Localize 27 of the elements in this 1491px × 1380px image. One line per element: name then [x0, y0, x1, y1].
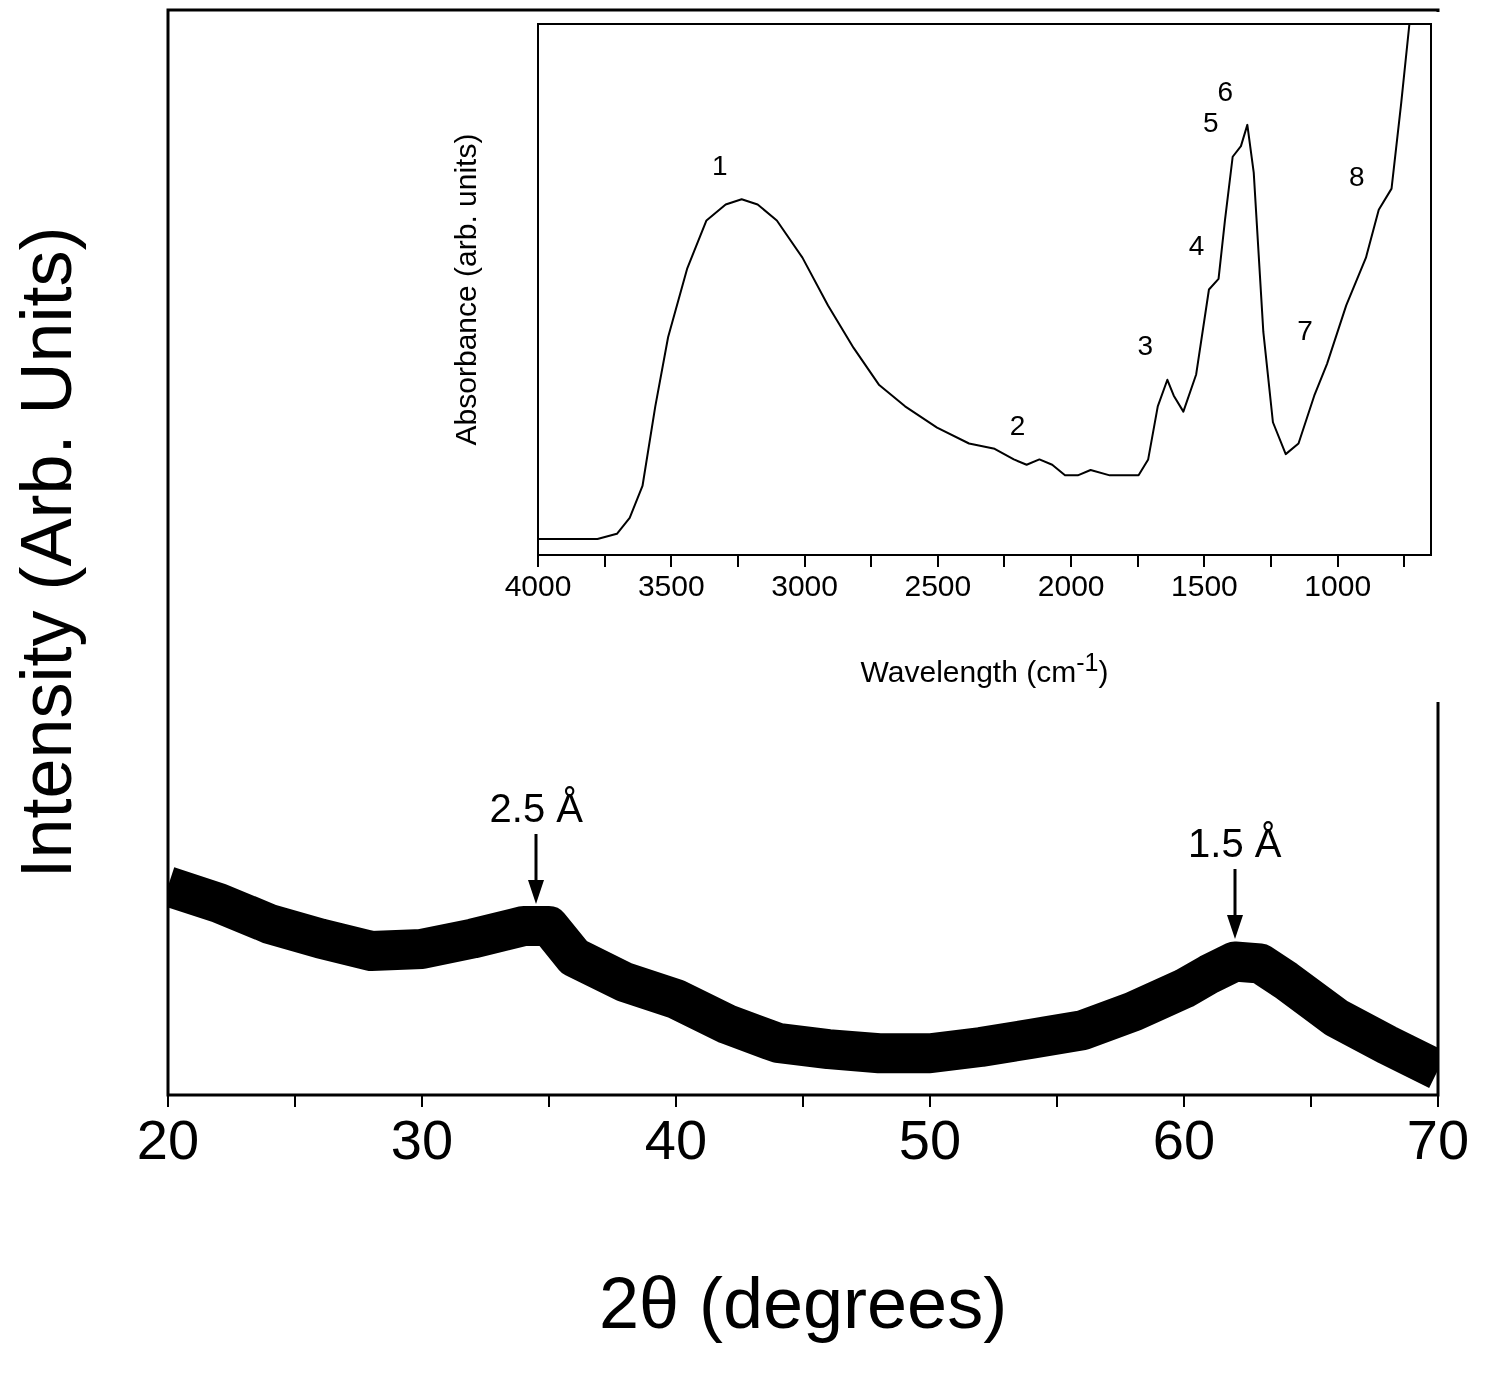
x-tick-label: 2000: [1037, 569, 1105, 603]
x-axis-title: Wavelength (cm$^{-1}$): [859, 647, 1110, 690]
x-tick-label: 60: [1152, 1108, 1216, 1172]
annotation: 3: [1137, 330, 1154, 362]
annotation: 4: [1188, 229, 1205, 261]
x-tick-label: 3000: [771, 569, 838, 603]
y-axis-title: Intensity (Arb. Units): [6, 226, 87, 879]
annotation: 8: [1348, 160, 1365, 192]
annotation: 1.5 Å: [1188, 821, 1282, 866]
x-tick-label: 2500: [904, 569, 972, 603]
x-tick-label: 40: [644, 1108, 708, 1172]
x-tick-label: 1500: [1171, 569, 1238, 603]
annotation: 2: [1009, 410, 1026, 442]
annotation: 6: [1217, 75, 1234, 107]
x-tick-label: 4000: [504, 569, 572, 603]
x-tick-label: 70: [1406, 1108, 1470, 1172]
x-tick-label: 20: [136, 1108, 200, 1172]
y-axis-title: Absorbance (arb. units): [449, 133, 483, 446]
x-tick-label: 1000: [1304, 569, 1372, 603]
annotation: 1: [711, 149, 728, 181]
x-tick-label: 3500: [637, 569, 705, 603]
x-tick-label: 50: [898, 1108, 962, 1172]
annotation: 2.5 Å: [489, 785, 584, 830]
x-axis-title: 2θ (degrees): [597, 1262, 1009, 1345]
annotation: 7: [1297, 314, 1313, 346]
annotation: 5: [1202, 107, 1219, 139]
x-tick-label: 30: [390, 1108, 454, 1172]
